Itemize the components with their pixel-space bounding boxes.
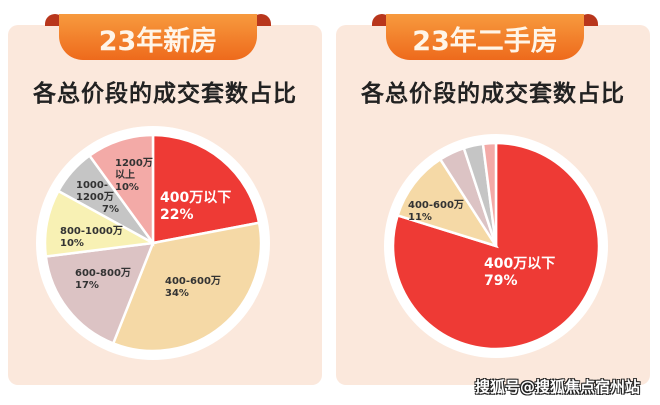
- banner-text: 23年二手房: [412, 26, 558, 57]
- second-hand-banner: 23年二手房: [372, 14, 598, 60]
- pie-slice: [396, 157, 499, 249]
- chart-title: 各总价段的成交套数占比: [33, 81, 297, 107]
- slice-label: 400-600万 11%: [408, 200, 464, 223]
- pie-slice: [481, 141, 498, 247]
- pie-slice: [111, 221, 263, 353]
- slice-label: 400万以下 79%: [484, 256, 556, 289]
- slice-label: 800-1000万 10%: [60, 226, 123, 249]
- banner-text: 23年新房: [98, 26, 218, 57]
- watermark: 搜狐号@搜狐焦点宿州站: [475, 378, 641, 396]
- slice-label: 1200万 以上 10%: [115, 158, 153, 193]
- pie-slice: [87, 133, 155, 247]
- pie-slice: [151, 133, 261, 245]
- chart-title: 各总价段的成交套数占比: [361, 81, 625, 107]
- slice-label: 400万以下 22%: [160, 190, 232, 223]
- slice-label: 600-800万 17%: [75, 268, 131, 291]
- slice-label: 400-600万 34%: [165, 276, 221, 299]
- new-house-banner: 23年新房: [45, 14, 271, 60]
- slice-label: 1000- 1200万 7%: [76, 180, 119, 215]
- pie-slice: [44, 241, 155, 346]
